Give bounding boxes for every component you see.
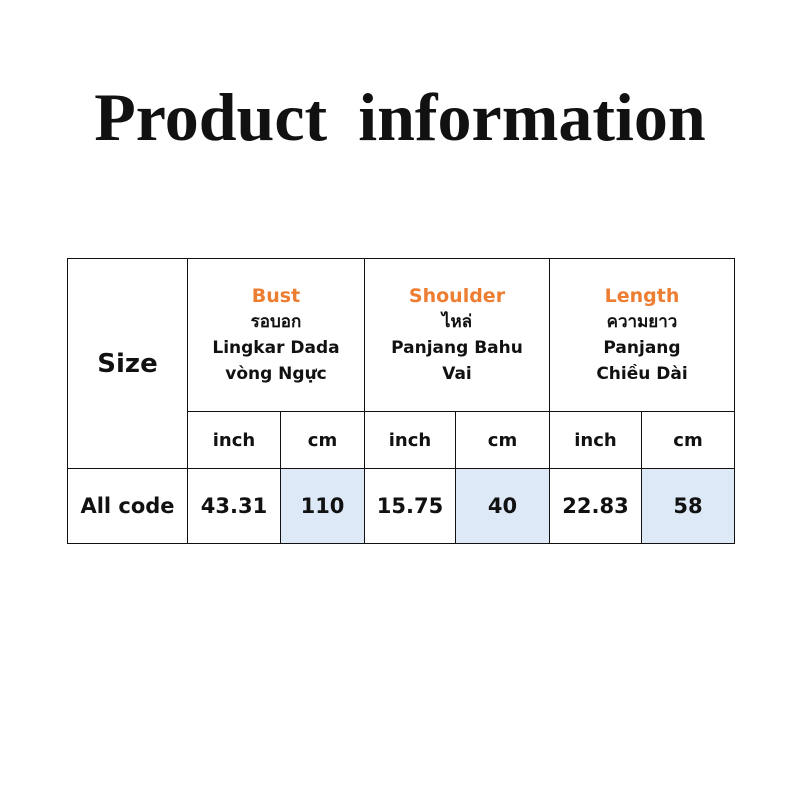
bust-vietnamese: vòng Ngực	[225, 364, 327, 384]
page-title: Product information	[94, 79, 706, 155]
unit-header: inch	[187, 411, 281, 469]
value-cell: 43.31	[187, 468, 281, 544]
size-table: Size Bust รอบอก Lingkar Dada vòng Ngực S…	[67, 258, 735, 544]
size-header: Size	[67, 258, 188, 469]
row-label: All code	[67, 468, 188, 544]
bust-thai: รอบอก	[250, 312, 302, 332]
shoulder-vietnamese: Vai	[442, 364, 472, 384]
value-cell: 110	[280, 468, 365, 544]
shoulder-header: Shoulder ไหล่ Panjang Bahu Vai	[364, 258, 550, 412]
shoulder-thai: ไหล่	[441, 312, 473, 332]
unit-header: cm	[280, 411, 365, 469]
table-row: All code 43.31 110 15.75 40 22.83 58	[67, 468, 735, 544]
length-thai: ความยาว	[606, 312, 678, 332]
bust-header: Bust รอบอก Lingkar Dada vòng Ngực	[187, 258, 365, 412]
value-cell: 58	[641, 468, 735, 544]
length-vietnamese: Chiều Dài	[596, 364, 688, 384]
unit-header: inch	[364, 411, 456, 469]
length-label: Length	[604, 285, 680, 307]
value-cell: 15.75	[364, 468, 456, 544]
bust-indonesian: Lingkar Dada	[212, 338, 340, 358]
length-header: Length ความยาว Panjang Chiều Dài	[549, 258, 735, 412]
length-indonesian: Panjang	[603, 338, 681, 358]
shoulder-indonesian: Panjang Bahu	[391, 338, 523, 358]
value-cell: 22.83	[549, 468, 642, 544]
unit-header: inch	[549, 411, 642, 469]
unit-header: cm	[641, 411, 735, 469]
unit-header: cm	[455, 411, 550, 469]
shoulder-label: Shoulder	[408, 285, 506, 307]
bust-label: Bust	[251, 285, 301, 307]
value-cell: 40	[455, 468, 550, 544]
